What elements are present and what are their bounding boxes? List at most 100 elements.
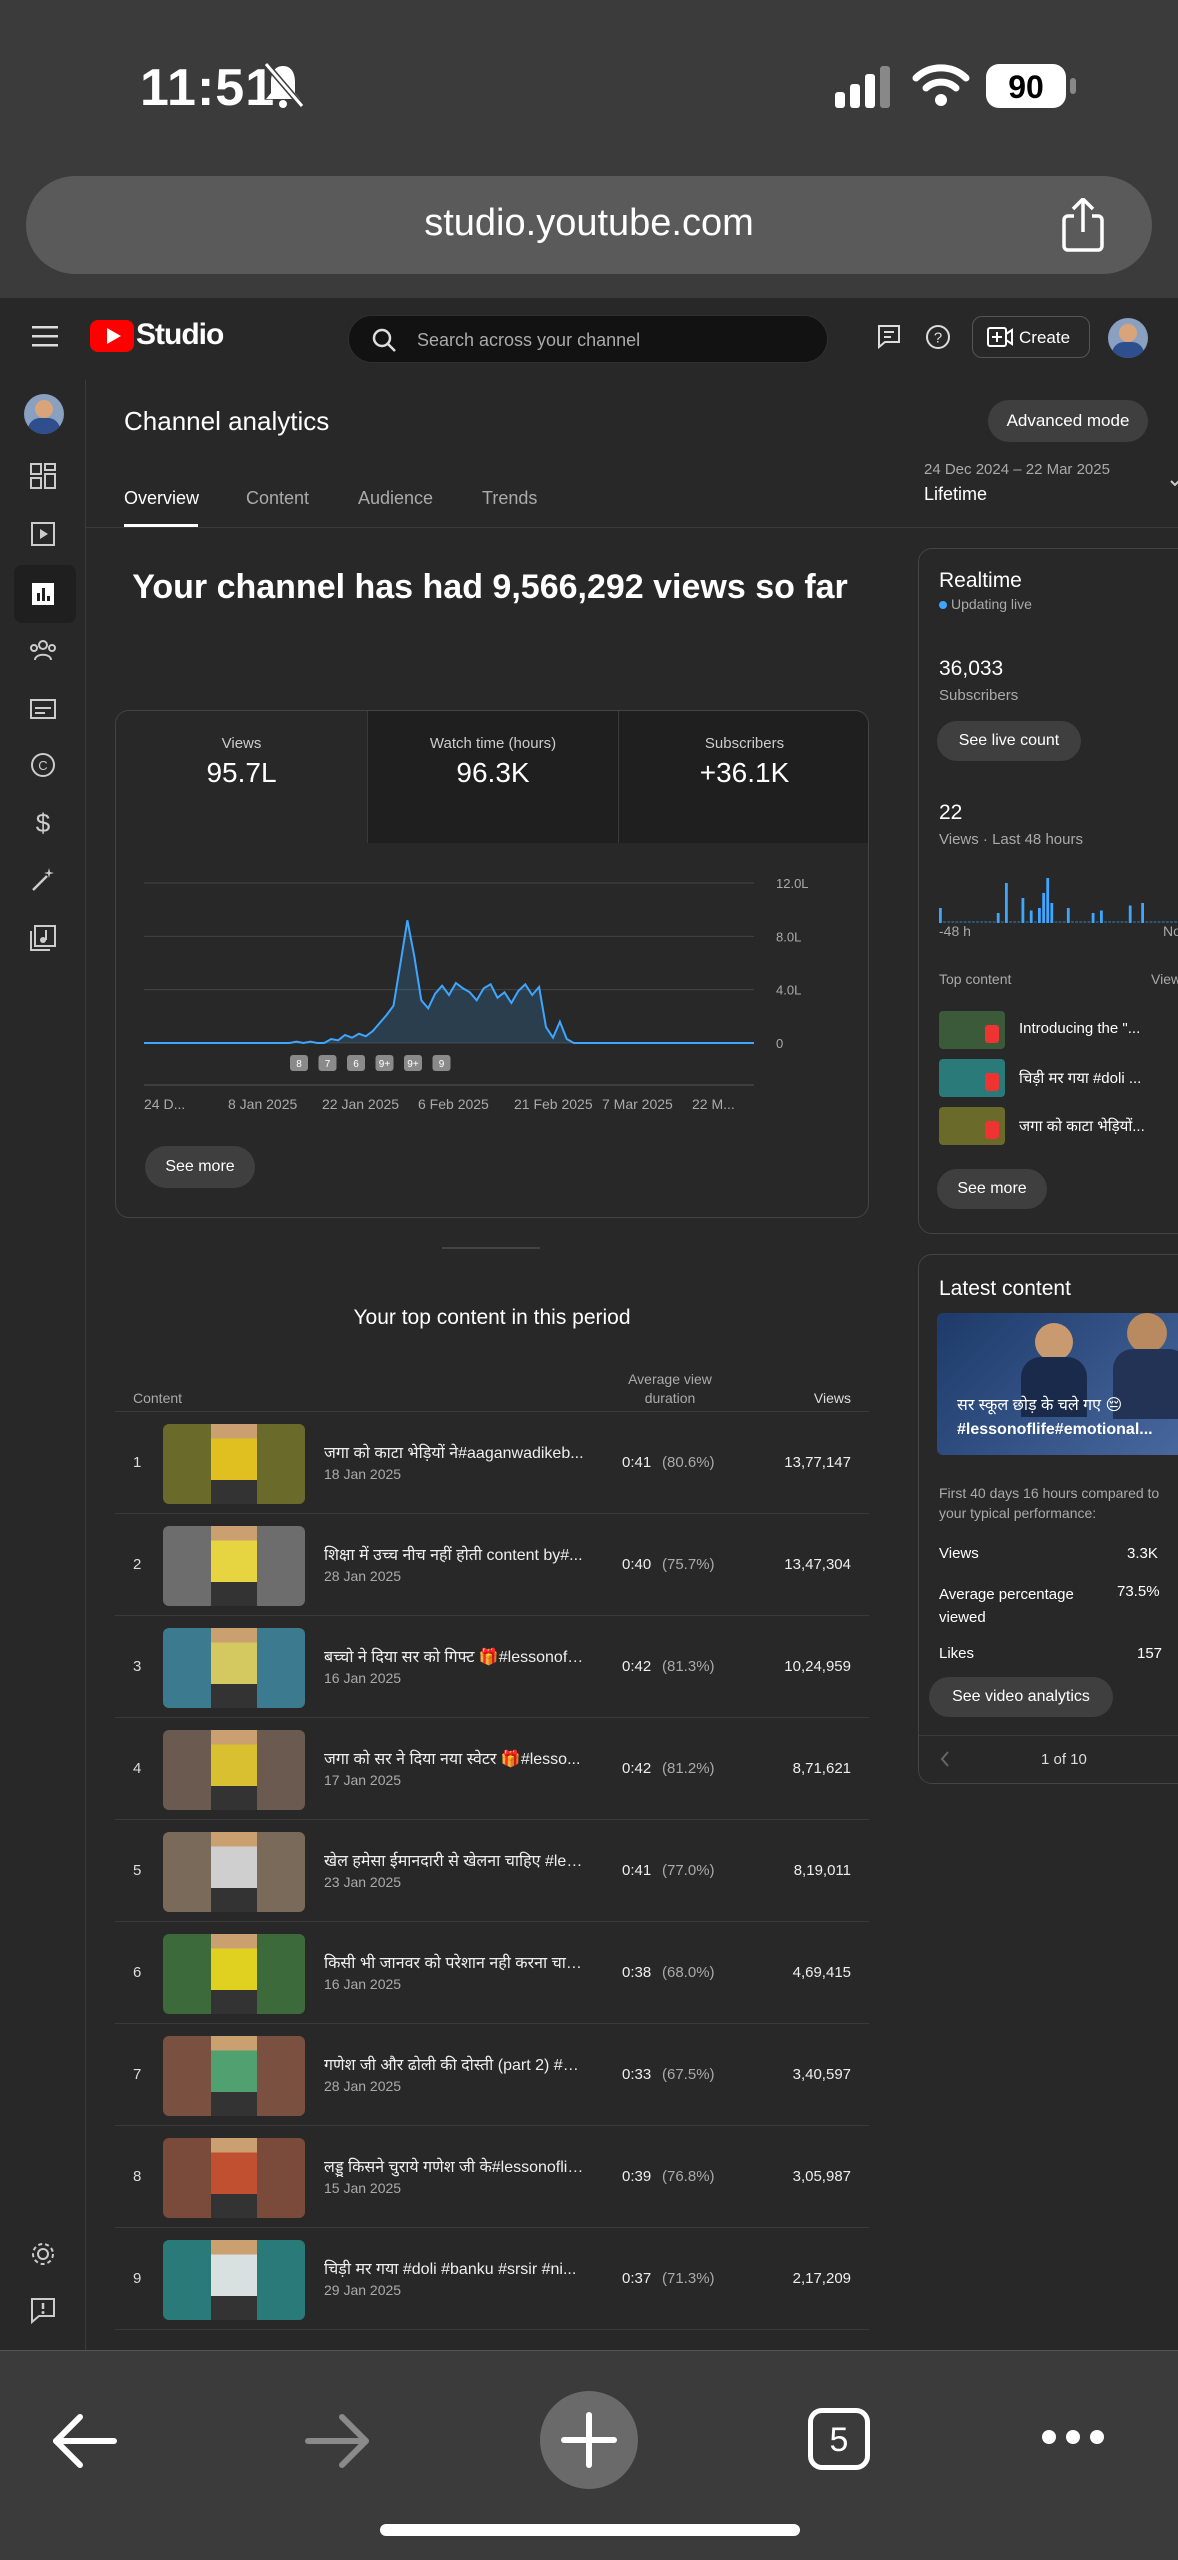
account-avatar[interactable] (1108, 318, 1148, 358)
realtime-item-thumbnail[interactable] (939, 1011, 1005, 1049)
latest-stat-value: 157 (1137, 1645, 1163, 1662)
new-tab-button[interactable] (540, 2391, 638, 2489)
realtime-item-title[interactable]: जगा को काटा भेड़ियों... (1019, 1118, 1145, 1135)
video-thumbnail[interactable] (163, 2036, 305, 2116)
share-icon[interactable] (1060, 198, 1106, 252)
metric-subscribers-tab[interactable]: Subscribers +36.1K (618, 711, 868, 843)
table-row[interactable]: 2 शिक्षा में उच्च नीच नहीं होती content b… (115, 1514, 869, 1616)
chevron-down-icon[interactable] (1170, 478, 1178, 488)
video-title[interactable]: लड्डू किसने चुराये गणेश जी के#lessonofli… (324, 2159, 584, 2176)
table-row[interactable]: 5 खेल हमेसा ईमानदारी से खेलना चाहिए #les.… (115, 1820, 869, 1922)
video-thumbnail[interactable] (163, 2138, 305, 2218)
thumbnail-figure (211, 2240, 257, 2320)
community-icon[interactable] (28, 636, 58, 664)
metrics-card: Views 95.7L Watch time (hours) 96.3K Sub… (115, 710, 869, 1218)
analytics-icon[interactable] (29, 580, 57, 608)
more-options-icon[interactable] (1040, 2427, 1106, 2447)
realtime-item-thumbnail[interactable] (939, 1059, 1005, 1097)
tab-audience[interactable]: Audience (358, 488, 434, 508)
video-title[interactable]: शिक्षा में उच्च नीच नहीं होती content by… (324, 1547, 583, 1564)
video-title[interactable]: खेल हमेसा ईमानदारी से खेलना चाहिए #les..… (324, 1853, 584, 1870)
chevron-left-icon[interactable] (937, 1749, 953, 1769)
back-arrow-icon[interactable] (50, 2411, 120, 2471)
realtime-item-title[interactable]: चिड़ी मर गया #doli ... (1019, 1070, 1142, 1087)
latest-stat-value: 73.5% (1117, 1583, 1160, 1600)
realtime-bar (1161, 921, 1165, 923)
create-button[interactable]: Create (972, 316, 1090, 358)
tab-overview[interactable]: Overview (124, 488, 200, 508)
video-views: 8,19,011 (793, 1862, 851, 1879)
customization-icon[interactable] (29, 866, 57, 894)
monetization-icon[interactable]: $ (29, 808, 57, 838)
subtitles-icon[interactable] (29, 695, 57, 723)
realtime-item-thumbnail[interactable] (939, 1107, 1005, 1145)
send-feedback-icon[interactable] (29, 2296, 57, 2324)
tab-content[interactable]: Content (246, 488, 310, 508)
realtime-see-more-button[interactable]: See more (937, 1169, 1047, 1209)
video-date: 15 Jan 2025 (324, 2180, 402, 2196)
video-marker (404, 1055, 422, 1071)
youtube-logo-icon[interactable] (90, 320, 134, 352)
video-thumbnail[interactable] (163, 1832, 305, 1912)
realtime-bar (980, 921, 984, 923)
tabs-button[interactable]: 5 (808, 2408, 870, 2470)
video-marker (290, 1055, 308, 1071)
help-icon[interactable]: ? (924, 323, 952, 351)
row-rank: 9 (133, 2270, 142, 2287)
metric-watch-time-tab[interactable]: Watch time (hours) 96.3K (367, 711, 618, 843)
row-rank: 3 (133, 1658, 142, 1675)
table-row[interactable]: 3 बच्चो ने दिया सर को गिफ्ट 🎁#lessonofli.… (115, 1616, 869, 1718)
metric-label: Watch time (hours) (429, 735, 557, 752)
see-more-button[interactable]: See more (145, 1146, 255, 1188)
section-divider (442, 1247, 540, 1249)
audio-library-icon[interactable] (29, 924, 57, 952)
latest-video-thumbnail[interactable]: सर स्कूल छोड़ के चले गए 😔 #lessonoflife#… (937, 1313, 1178, 1455)
latest-stat-label: Average percentage viewed (939, 1586, 1074, 1626)
table-row[interactable]: 8 लड्डू किसने चुराये गणेश जी के#lessonofl… (115, 2126, 869, 2228)
realtime-bar (1005, 883, 1008, 923)
video-date: 16 Jan 2025 (324, 1976, 402, 1992)
realtime-bar (951, 921, 955, 923)
table-row[interactable]: 6 किसी भी जानवर को परेशान नही करना चाहि..… (115, 1922, 869, 2024)
dashboard-icon[interactable] (29, 462, 57, 490)
search-input[interactable]: Search across your channel (348, 315, 828, 363)
table-row[interactable]: 7 गणेश जी और ढोली की दोस्ती (part 2) #sr.… (115, 2024, 869, 2126)
metric-views-tab[interactable]: Views 95.7L (116, 711, 367, 843)
video-title[interactable]: गणेश जी और ढोली की दोस्ती (part 2) #sr..… (324, 2057, 584, 2074)
video-title[interactable]: जगा को सर ने दिया नया स्वेटर 🎁#lesso... (324, 1751, 581, 1768)
video-date: 17 Jan 2025 (324, 1772, 402, 1788)
table-row[interactable]: 9 चिड़ी मर गया #doli #banku #srsir #ni...… (115, 2228, 869, 2330)
realtime-bar (947, 921, 951, 923)
video-title[interactable]: बच्चो ने दिया सर को गिफ्ट 🎁#lessonofli..… (324, 1649, 584, 1666)
see-live-count-button[interactable]: See live count (937, 721, 1081, 761)
address-bar[interactable]: studio.youtube.com (26, 176, 1152, 274)
video-thumbnail[interactable] (163, 1526, 305, 1606)
content-icon[interactable] (29, 520, 57, 548)
advanced-mode-button[interactable]: Advanced mode (988, 400, 1148, 442)
menu-icon[interactable] (32, 326, 58, 348)
video-thumbnail[interactable] (163, 2240, 305, 2320)
video-title[interactable]: चिड़ी मर गया #doli #banku #srsir #ni... (324, 2261, 577, 2278)
realtime-item-title[interactable]: Introducing the "... (1019, 1020, 1141, 1037)
avg-view-percentage: (80.6%) (662, 1454, 715, 1471)
settings-icon[interactable] (29, 2240, 57, 2268)
bell-slash-icon (263, 62, 304, 108)
realtime-bar (988, 921, 992, 923)
table-row[interactable]: 4 जगा को सर ने दिया नया स्वेटर 🎁#lesso...… (115, 1718, 869, 1820)
realtime-bar (1124, 921, 1128, 923)
video-title[interactable]: किसी भी जानवर को परेशान नही करना चाहि... (324, 1955, 584, 1972)
video-thumbnail[interactable] (163, 1934, 305, 2014)
channel-avatar[interactable] (24, 394, 64, 434)
see-video-analytics-button[interactable]: See video analytics (929, 1677, 1113, 1717)
video-marker-label: 9+ (379, 1059, 391, 1070)
video-thumbnail[interactable] (163, 1424, 305, 1504)
column-content: Content (133, 1390, 183, 1406)
video-title[interactable]: जगा को काटा भेड़ियों ने#aaganwadikeb... (324, 1445, 584, 1462)
copyright-icon[interactable]: C (29, 751, 57, 779)
video-thumbnail[interactable] (163, 1730, 305, 1810)
tab-trends[interactable]: Trends (482, 488, 538, 508)
video-thumbnail[interactable] (163, 1628, 305, 1708)
table-row[interactable]: 1 जगा को काटा भेड़ियों ने#aaganwadikeb...… (115, 1412, 869, 1514)
forward-arrow-icon[interactable] (302, 2411, 372, 2471)
feedback-icon[interactable] (876, 323, 902, 349)
